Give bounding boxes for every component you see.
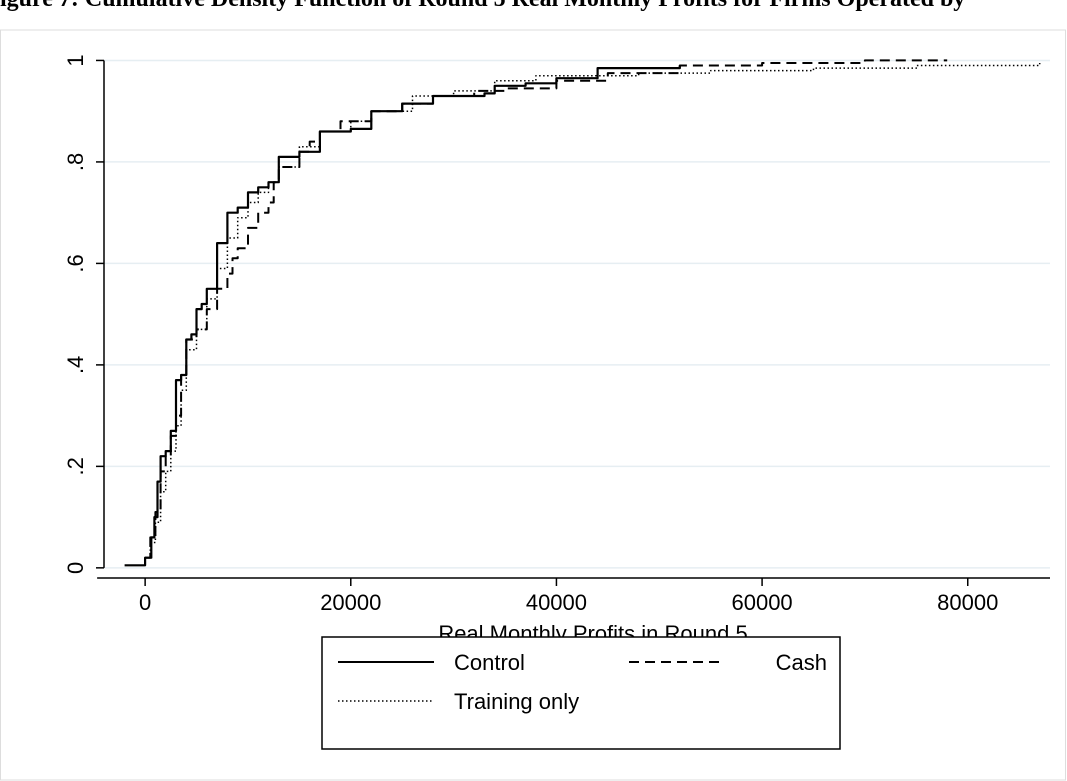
y-tick-label-1: .2 bbox=[63, 457, 88, 475]
legend-box bbox=[321, 636, 841, 750]
series-lines bbox=[124, 59, 1041, 567]
x-tick-label-2: 40000 bbox=[526, 590, 587, 615]
y-tick-label-5: 1 bbox=[63, 54, 88, 66]
series-line-cash bbox=[145, 59, 948, 559]
x-tick-label-3: 60000 bbox=[731, 590, 792, 615]
y-tick-label-3: .6 bbox=[63, 254, 88, 272]
y-tick-label-0: 0 bbox=[63, 562, 88, 574]
legend-label-cash: Cash bbox=[776, 650, 827, 675]
y-tick-label-4: .8 bbox=[63, 153, 88, 171]
y-tick-label-2: .4 bbox=[63, 356, 88, 374]
axes: 0 .2 .4 .6 .8 1 0 20000 40000 60000 80000 bbox=[63, 54, 1050, 615]
x-tick-label-4: 80000 bbox=[937, 590, 998, 615]
grid-lines bbox=[104, 59, 1050, 569]
series-line-training-only bbox=[145, 63, 1041, 559]
legend: Control Cash Training only bbox=[321, 636, 841, 750]
legend-label-training-only: Training only bbox=[454, 689, 579, 714]
figure-caption-text: igure 7: Cumulative Density Function of … bbox=[0, 0, 965, 13]
legend-label-control: Control bbox=[454, 650, 525, 675]
chart-frame bbox=[0, 29, 1066, 781]
series-line-control bbox=[124, 65, 681, 567]
x-tick-label-0: 0 bbox=[139, 590, 151, 615]
x-tick-label-1: 20000 bbox=[320, 590, 381, 615]
